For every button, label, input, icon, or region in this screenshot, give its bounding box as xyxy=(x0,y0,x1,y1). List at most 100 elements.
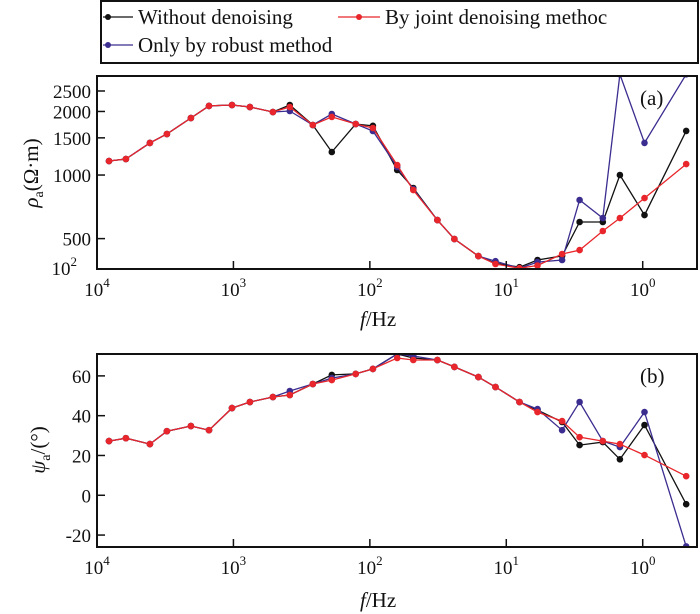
x-tick-label: 100 xyxy=(630,275,656,301)
series-line xyxy=(108,354,687,505)
data-point xyxy=(269,108,277,116)
data-point xyxy=(576,218,583,226)
data-point xyxy=(205,102,213,110)
data-point xyxy=(682,127,690,135)
data-point xyxy=(410,186,417,194)
y-tick-label: 2500 xyxy=(53,82,91,103)
data-point xyxy=(146,139,154,147)
legend-entry-without-denoising: Without denoising xyxy=(103,5,293,29)
data-point xyxy=(228,101,236,109)
data-point xyxy=(328,113,336,121)
data-point xyxy=(475,373,482,381)
data-point xyxy=(576,441,583,449)
data-point xyxy=(682,472,690,480)
data-point xyxy=(576,433,583,441)
panel-b-frame xyxy=(96,353,698,548)
y-tick-label-bottom: 102 xyxy=(52,254,78,280)
data-point xyxy=(616,440,624,448)
x-tick-label: 102 xyxy=(357,275,383,301)
legend-marker-black xyxy=(105,14,111,20)
data-point xyxy=(286,103,294,111)
data-point xyxy=(328,376,336,384)
data-point xyxy=(492,383,499,391)
x-tick-label: 101 xyxy=(494,553,520,579)
data-point xyxy=(163,130,171,138)
panel-b-x-axis: 104 103 102 101 100 xyxy=(84,539,655,579)
y-tick-label: -20 xyxy=(66,526,91,547)
panel-a-y-axis-title: ρa(Ω·m) xyxy=(19,138,47,208)
panel-a-frame xyxy=(96,75,698,270)
data-point xyxy=(205,426,213,434)
data-point xyxy=(369,124,377,132)
panel-b-tag: (b) xyxy=(640,364,665,388)
legend-box xyxy=(100,0,699,64)
data-point xyxy=(682,160,690,168)
data-point xyxy=(246,398,254,406)
data-point xyxy=(641,421,648,429)
legend-entry-robust-method: Only by robust method xyxy=(103,33,333,57)
y-tick-label: 500 xyxy=(63,230,92,251)
y-title-sub: a xyxy=(39,454,54,461)
data-point xyxy=(105,437,113,445)
y-tick-label: 2000 xyxy=(53,102,91,123)
data-point xyxy=(352,370,360,378)
data-point xyxy=(558,256,566,264)
data-point xyxy=(641,139,648,147)
data-point xyxy=(309,121,317,129)
y-tick-label: 1500 xyxy=(53,129,91,150)
data-point xyxy=(163,427,171,435)
data-point xyxy=(122,155,130,163)
x-tick-label: 103 xyxy=(221,275,247,301)
data-point xyxy=(146,440,154,448)
data-point xyxy=(309,380,317,388)
data-point xyxy=(187,114,195,122)
data-point xyxy=(475,252,482,260)
data-point xyxy=(269,393,277,401)
x-title-rest: /Hz xyxy=(366,588,396,612)
data-point xyxy=(682,500,690,508)
y-title-symbol: ρ xyxy=(19,198,43,209)
series-without-denoising xyxy=(105,101,690,269)
y-tick-label: 60 xyxy=(72,367,91,388)
data-point xyxy=(369,365,377,373)
panel-b-x-axis-title: f/Hz xyxy=(360,588,396,612)
data-point xyxy=(187,422,195,430)
data-point xyxy=(599,214,607,222)
x-tick-label: 101 xyxy=(494,275,520,301)
data-point xyxy=(641,194,648,202)
data-point xyxy=(558,417,566,425)
panel-a-series xyxy=(105,76,690,269)
x-tick-label: 103 xyxy=(221,553,247,579)
y-tick-label: 20 xyxy=(72,446,91,467)
y-tick-label: 0 xyxy=(82,486,92,507)
series-line xyxy=(108,104,687,269)
data-point xyxy=(328,148,336,156)
legend-entry-joint-denoising: By joint denoising methoc xyxy=(338,5,607,29)
panel-a-x-axis: 104 103 102 101 100 xyxy=(84,261,655,301)
legend-marker-red xyxy=(356,14,362,20)
y-tick-label: 40 xyxy=(72,407,91,428)
series-by-joint-denoising-methoc xyxy=(105,354,690,480)
panel-b-y-axis-title: ψa/(°) xyxy=(26,426,54,473)
data-point xyxy=(410,356,417,364)
data-point xyxy=(451,363,458,371)
panel-a-x-axis-title: f/Hz xyxy=(360,307,396,331)
series-by-joint-denoising-methoc xyxy=(105,101,690,269)
data-point xyxy=(616,456,624,463)
panel-b-series xyxy=(105,354,690,547)
data-point xyxy=(641,408,648,416)
data-point xyxy=(516,398,523,406)
data-point xyxy=(228,404,236,412)
legend-label: Only by robust method xyxy=(138,33,333,57)
data-point xyxy=(352,120,360,128)
legend-marker-blue xyxy=(105,42,111,48)
data-point xyxy=(516,264,523,269)
data-point xyxy=(576,398,583,406)
data-point xyxy=(576,246,583,254)
data-point xyxy=(599,227,607,235)
panel-b: 104 103 102 101 100 60 40 20 0 -20 (b) f/Hz ψa/(… xyxy=(26,353,698,612)
data-point xyxy=(641,211,648,219)
